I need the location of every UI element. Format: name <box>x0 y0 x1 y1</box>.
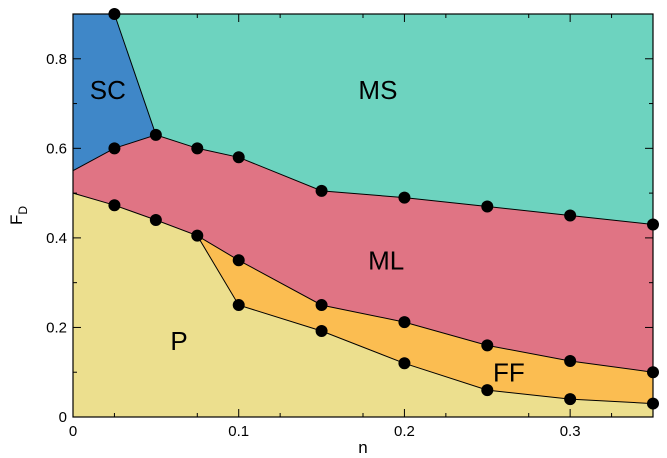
boundary-line-2 <box>72 134 654 225</box>
axis-ticks: 0 0.1 0.2 0.3 0 0.2 0.4 0.6 0.8 <box>46 13 653 440</box>
y-axis-label-subscript: D <box>16 206 30 215</box>
data-point <box>564 209 577 222</box>
data-point <box>398 191 411 204</box>
boundary-line-3 <box>113 13 157 136</box>
data-point <box>564 355 577 368</box>
y-tick-label: 0.8 <box>46 51 67 68</box>
data-point <box>315 184 328 197</box>
region-labels: SC MS ML P FF <box>90 75 525 387</box>
y-tick-label: 0.4 <box>46 230 67 247</box>
x-tick-label: 0.1 <box>228 423 249 440</box>
x-tick-label: 0.2 <box>394 423 415 440</box>
region-p <box>73 193 653 417</box>
data-point <box>481 384 494 397</box>
phase-regions <box>73 14 654 417</box>
data-point <box>564 393 577 406</box>
data-markers <box>108 8 659 410</box>
y-axis-label-main: F <box>7 215 26 225</box>
x-tick-label: 0 <box>69 423 77 440</box>
y-tick-label: 0.6 <box>46 140 67 157</box>
data-point <box>232 299 245 312</box>
data-point <box>481 200 494 213</box>
x-tick-label: 0.3 <box>560 423 581 440</box>
y-tick-label: 0 <box>59 409 67 426</box>
region-label-ff: FF <box>493 357 525 387</box>
data-point <box>232 151 245 164</box>
data-point <box>108 142 121 155</box>
y-axis-label: FD <box>7 206 30 225</box>
data-point <box>191 229 204 242</box>
region-label-ml: ML <box>368 245 404 275</box>
data-point <box>191 142 204 155</box>
x-axis-label: n <box>358 438 367 457</box>
region-sc <box>73 14 156 171</box>
data-point <box>149 128 162 141</box>
data-point <box>108 199 121 212</box>
data-point <box>481 339 494 352</box>
data-point <box>315 299 328 312</box>
data-point <box>232 254 245 267</box>
data-point <box>398 316 411 329</box>
data-point <box>315 325 328 338</box>
region-label-sc: SC <box>90 75 126 105</box>
data-point <box>149 213 162 226</box>
data-point <box>398 357 411 370</box>
region-label-p: P <box>170 326 187 356</box>
y-tick-label: 0.2 <box>46 319 67 336</box>
boundary-line-0 <box>72 192 654 405</box>
region-label-ms: MS <box>358 75 397 105</box>
